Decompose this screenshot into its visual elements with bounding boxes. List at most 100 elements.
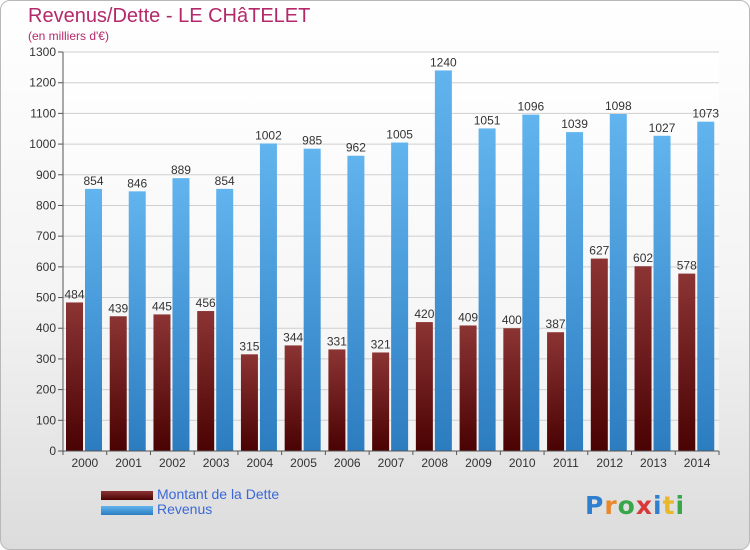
- bar-revenus: [391, 142, 409, 452]
- data-label-debt: 456: [196, 296, 216, 310]
- logo-letter: o: [617, 491, 636, 520]
- bar-debt: [372, 352, 390, 451]
- bar-revenus: [128, 191, 146, 451]
- proxiti-logo: Proxiti: [585, 491, 685, 520]
- x-tick-label: 2000: [72, 456, 99, 470]
- data-label-debt: 315: [239, 339, 259, 353]
- plot-area: [63, 52, 719, 451]
- logo-letter: i: [653, 491, 663, 520]
- bar-revenus: [259, 143, 277, 451]
- y-tick-label: 800: [36, 198, 56, 212]
- bar-debt: [459, 325, 477, 451]
- data-label-revenus: 1098: [605, 99, 632, 113]
- data-label-revenus: 846: [127, 176, 147, 190]
- y-tick-label: 1300: [29, 45, 56, 59]
- y-tick-label: 1200: [29, 76, 56, 90]
- data-label-revenus: 889: [171, 163, 191, 177]
- y-tick-label: 0: [49, 444, 56, 458]
- x-tick-label: 2009: [465, 456, 492, 470]
- data-label-revenus: 1002: [255, 128, 282, 142]
- data-label-debt: 400: [502, 313, 522, 327]
- bar-revenus: [303, 148, 321, 451]
- y-tick-label: 400: [36, 321, 56, 335]
- data-label-revenus: 1039: [561, 117, 588, 131]
- bar-debt: [66, 302, 83, 451]
- data-label-debt: 439: [108, 301, 128, 315]
- bar-revenus: [566, 132, 584, 451]
- bar-revenus: [609, 113, 627, 451]
- bar-revenus: [653, 135, 671, 452]
- data-label-revenus: 1240: [430, 55, 457, 69]
- data-label-debt: 387: [546, 317, 566, 331]
- bar-debt: [415, 322, 433, 451]
- data-label-debt: 602: [633, 251, 653, 265]
- bar-debt: [284, 345, 302, 451]
- y-tick-label: 200: [36, 383, 56, 397]
- y-tick-label: 500: [36, 291, 56, 305]
- x-tick-label: 2005: [290, 456, 317, 470]
- y-tick-label: 100: [36, 413, 56, 427]
- y-tick-label: 300: [36, 352, 56, 366]
- bar-revenus: [347, 155, 365, 452]
- logo-letter: x: [635, 491, 653, 520]
- x-tick-label: 2011: [553, 456, 579, 470]
- bar-debt: [634, 266, 652, 451]
- data-label-revenus: 1096: [517, 100, 544, 114]
- bar-debt: [678, 273, 696, 451]
- data-label-debt: 445: [152, 299, 172, 313]
- y-tick-label: 600: [36, 260, 56, 274]
- x-tick-label: 2012: [596, 456, 623, 470]
- data-label-revenus: 854: [215, 174, 235, 188]
- bar-revenus: [478, 128, 496, 452]
- legend-label-revenus: Revenus: [157, 501, 213, 517]
- legend-swatch-debt: [101, 491, 153, 500]
- x-tick-label: 2014: [684, 456, 711, 470]
- data-label-revenus: 1051: [474, 113, 501, 127]
- x-tick-label: 2002: [159, 456, 186, 470]
- legend-label-debt: Montant de la Dette: [157, 486, 280, 502]
- legend-swatch-revenus: [101, 506, 153, 515]
- bar-debt: [240, 354, 258, 451]
- data-label-revenus: 962: [346, 141, 366, 155]
- logo-letter: P: [585, 491, 605, 520]
- y-tick-label: 700: [36, 229, 56, 243]
- data-label-revenus: 1073: [692, 107, 719, 121]
- data-label-debt: 578: [677, 259, 697, 273]
- bar-revenus: [216, 188, 234, 451]
- y-tick-label: 900: [36, 168, 56, 182]
- y-tick-label: 1100: [30, 106, 56, 120]
- bar-revenus: [434, 70, 452, 452]
- bar-revenus: [85, 188, 102, 451]
- bar-debt: [153, 314, 171, 451]
- x-tick-label: 2010: [509, 456, 536, 470]
- bar-debt: [503, 328, 521, 451]
- x-tick-label: 2004: [246, 456, 273, 470]
- data-label-revenus: 854: [83, 174, 103, 188]
- logo-letter: t: [662, 491, 676, 520]
- data-label-debt: 331: [327, 334, 347, 348]
- x-tick-label: 2007: [378, 456, 405, 470]
- x-tick-label: 2013: [640, 456, 667, 470]
- bar-debt: [590, 258, 608, 451]
- y-tick-label: 1000: [29, 137, 56, 151]
- data-label-debt: 409: [458, 310, 478, 324]
- chart-subtitle: (en milliers d'€): [28, 29, 109, 43]
- bar-debt: [328, 349, 346, 451]
- bar-revenus: [522, 114, 540, 451]
- logo-letter: r: [604, 491, 618, 520]
- x-tick-label: 2003: [203, 456, 230, 470]
- x-tick-label: 2006: [334, 456, 361, 470]
- chart-title: Revenus/Dette - LE CHâTELET: [28, 5, 311, 27]
- bar-revenus: [697, 121, 715, 451]
- data-label-revenus: 1005: [386, 128, 413, 142]
- logo-letter: i: [675, 491, 686, 520]
- data-label-debt: 484: [64, 287, 84, 301]
- data-label-revenus: 1027: [649, 121, 676, 135]
- bar-debt: [109, 316, 127, 451]
- bar-debt: [197, 311, 215, 451]
- data-label-debt: 344: [283, 330, 303, 344]
- bar-debt: [547, 332, 565, 451]
- data-label-revenus: 985: [302, 134, 322, 148]
